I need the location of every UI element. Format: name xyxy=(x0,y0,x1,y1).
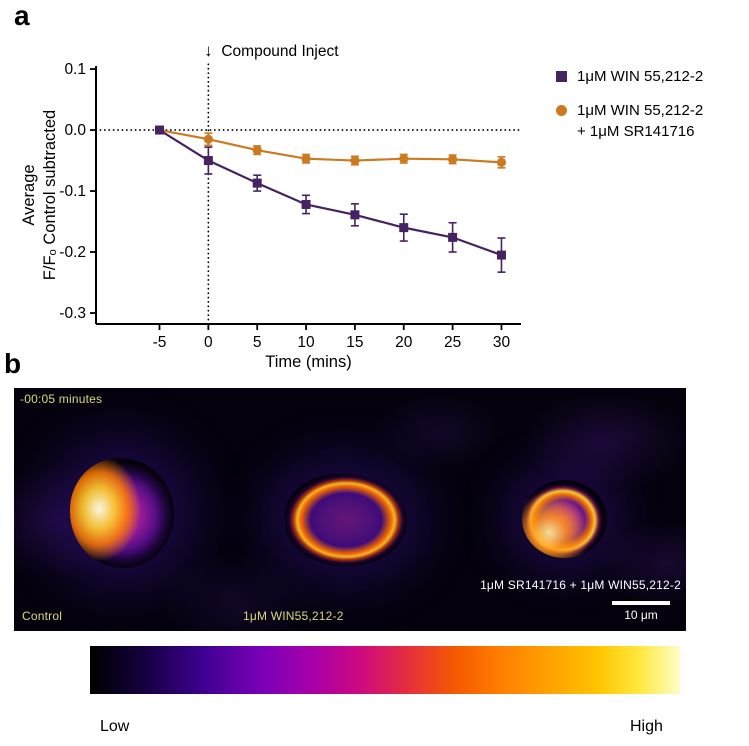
micrograph-label-sr-win: 1μM SR141716 + 1μM WIN55,212-2 xyxy=(480,578,681,592)
svg-text:20: 20 xyxy=(395,334,413,351)
cell-win xyxy=(285,474,407,566)
svg-text:0: 0 xyxy=(204,334,213,351)
lut-low-label: Low xyxy=(100,718,130,735)
panel-b-label: b xyxy=(4,348,22,379)
svg-text:0.1: 0.1 xyxy=(64,61,86,78)
legend-label-win-sr: 1μM WIN 55,212-2 + 1μM SR141716 xyxy=(577,100,703,142)
legend-label-win-sr-line2: + 1μM SR141716 xyxy=(577,123,695,140)
ff0-time-course-chart: ↓ Compound Inject -5 0 5 10 15 20 25 30 0.1 0.0 -0.1… xyxy=(20,41,522,371)
panel-a-chart: ↓ Compound Inject -5 0 5 10 15 20 25 30 0.1 0.0 -0.1… xyxy=(8,26,533,378)
svg-text:25: 25 xyxy=(444,334,461,351)
scale-bar-label: 10 μm xyxy=(624,608,658,622)
svg-text:↓: ↓ xyxy=(204,41,213,60)
scale-bar xyxy=(612,601,670,605)
cell-control xyxy=(70,458,174,568)
svg-text:Compound Inject: Compound Inject xyxy=(221,43,339,60)
svg-text:-0.3: -0.3 xyxy=(59,305,86,322)
svg-text:Time (mins): Time (mins) xyxy=(265,353,351,371)
panel-a-label: a xyxy=(14,0,30,31)
legend-item-win: 1μM WIN 55,212-2 xyxy=(556,66,749,87)
svg-text:30: 30 xyxy=(493,334,511,351)
svg-text:-5: -5 xyxy=(153,334,167,351)
legend-marker-circle-icon xyxy=(556,105,567,116)
svg-text:-0.2: -0.2 xyxy=(59,244,86,261)
svg-text:5: 5 xyxy=(253,334,262,351)
svg-text:10: 10 xyxy=(297,334,315,351)
panel-b-micrograph: -00:05 minutes Control 1μM WIN55,212-2 1… xyxy=(14,388,686,631)
legend-label-win: 1μM WIN 55,212-2 xyxy=(577,68,704,85)
legend-item-win-sr: 1μM WIN 55,212-2 + 1μM SR141716 xyxy=(556,100,749,142)
micrograph-label-win: 1μM WIN55,212-2 xyxy=(243,609,344,623)
svg-text:15: 15 xyxy=(346,334,363,351)
lut-gradient-bar xyxy=(90,646,680,694)
chart-legend: 1μM WIN 55,212-2 1μM WIN 55,212-2 + 1μM … xyxy=(556,66,749,155)
svg-text:0.0: 0.0 xyxy=(64,122,86,139)
legend-marker-square-icon xyxy=(556,71,567,82)
svg-text:F/Fₒ Control subtracted: F/Fₒ Control subtracted xyxy=(41,110,59,280)
lut-high-label: High xyxy=(630,718,663,735)
svg-text:-0.1: -0.1 xyxy=(59,183,86,200)
timestamp-label: -00:05 minutes xyxy=(20,392,103,406)
legend-label-win-sr-line1: 1μM WIN 55,212-2 xyxy=(577,102,704,119)
svg-text:Average: Average xyxy=(20,164,38,225)
cell-sr-win xyxy=(522,480,607,558)
micrograph-label-control: Control xyxy=(22,609,63,623)
